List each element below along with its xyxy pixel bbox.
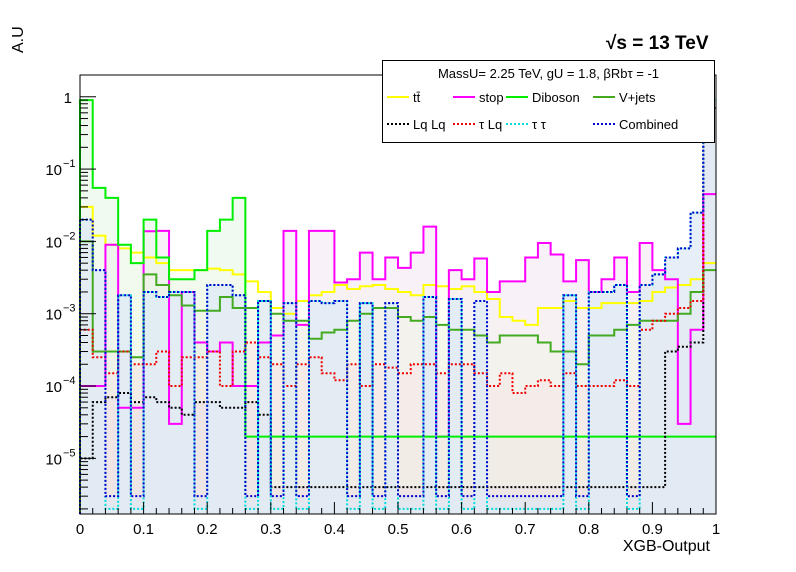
legend-item: V+jets xyxy=(593,89,656,105)
legend-label: V+jets xyxy=(619,89,656,105)
energy-label: √s = 13 TeV xyxy=(606,33,709,54)
legend-item: Lq Lq xyxy=(387,116,446,132)
legend-swatch xyxy=(593,123,615,125)
legend-item: τ Lq xyxy=(453,116,502,132)
x-tick-label: 1 xyxy=(712,521,720,538)
x-tick-label: 0 xyxy=(76,521,84,538)
x-axis: 0 0.1 0.2 0.3 0.4 0.5 0.6 0.7 0.8 0.9 1 xyxy=(76,502,720,538)
y-tick-label: 10 xyxy=(45,162,62,179)
y-tick-exponent: −3 xyxy=(63,303,76,315)
y-tick-label: 10 xyxy=(45,307,62,324)
legend-item: stop xyxy=(453,89,504,105)
y-tick-label: 10 xyxy=(45,379,62,396)
x-tick-label: 0.1 xyxy=(133,521,154,538)
x-tick-label: 0.8 xyxy=(578,521,599,538)
y-tick-exponent: −5 xyxy=(63,447,76,459)
legend: MassU= 2.25 TeV, gU = 1.8, βRbτ = -1 tt̄… xyxy=(382,60,715,143)
legend-label: τ τ xyxy=(532,116,546,132)
x-tick-label: 0.5 xyxy=(388,521,409,538)
x-tick-label: 0.3 xyxy=(260,521,281,538)
legend-label: tt̄ xyxy=(413,89,421,105)
y-tick-label: 10 xyxy=(45,234,62,251)
y-tick-exponent: −2 xyxy=(63,230,76,242)
series-line-0 xyxy=(79,205,716,514)
legend-label: Combined xyxy=(619,116,679,132)
legend-item: Combined xyxy=(593,116,678,132)
legend-label: τ Lq xyxy=(479,116,503,132)
series-line-6 xyxy=(79,99,716,514)
legend-header: MassU= 2.25 TeV, gU = 1.8, βRbτ = -1 xyxy=(437,66,660,81)
legend-swatch xyxy=(593,96,615,98)
legend-swatch xyxy=(506,123,528,125)
y-axis: 10 −510 −410 −310 −210 −11 xyxy=(45,74,96,510)
legend-item: τ τ xyxy=(506,116,546,132)
series-line-3 xyxy=(79,240,716,514)
series-line-2 xyxy=(79,99,716,514)
y-tick-exponent: −1 xyxy=(63,158,76,170)
y-tick-label: 10 xyxy=(45,451,62,468)
legend-item: tt̄ xyxy=(387,89,420,105)
legend-label: stop xyxy=(479,89,504,105)
y-axis-label: A.U xyxy=(10,26,27,53)
legend-swatch xyxy=(387,123,409,125)
legend-label: Lq Lq xyxy=(413,116,446,132)
x-tick-label: 0.9 xyxy=(642,521,663,538)
series-line-1 xyxy=(79,193,716,514)
x-tick-label: 0.2 xyxy=(197,521,218,538)
series-line-4 xyxy=(79,106,716,514)
x-tick-label: 0.6 xyxy=(451,521,472,538)
legend-swatch xyxy=(506,96,528,98)
legend-label: Diboson xyxy=(532,89,580,105)
legend-swatch xyxy=(387,96,409,98)
x-tick-label: 0.4 xyxy=(324,521,345,538)
legend-swatch xyxy=(453,123,475,125)
y-tick-label: 1 xyxy=(64,90,72,107)
x-tick-label: 0.7 xyxy=(515,521,536,538)
legend-item: Diboson xyxy=(506,89,580,105)
series-lines xyxy=(79,96,716,514)
y-tick-exponent: −4 xyxy=(63,375,76,387)
series-line-7 xyxy=(79,102,716,514)
x-axis-label: XGB-Output xyxy=(622,538,710,555)
legend-swatch xyxy=(453,96,475,98)
